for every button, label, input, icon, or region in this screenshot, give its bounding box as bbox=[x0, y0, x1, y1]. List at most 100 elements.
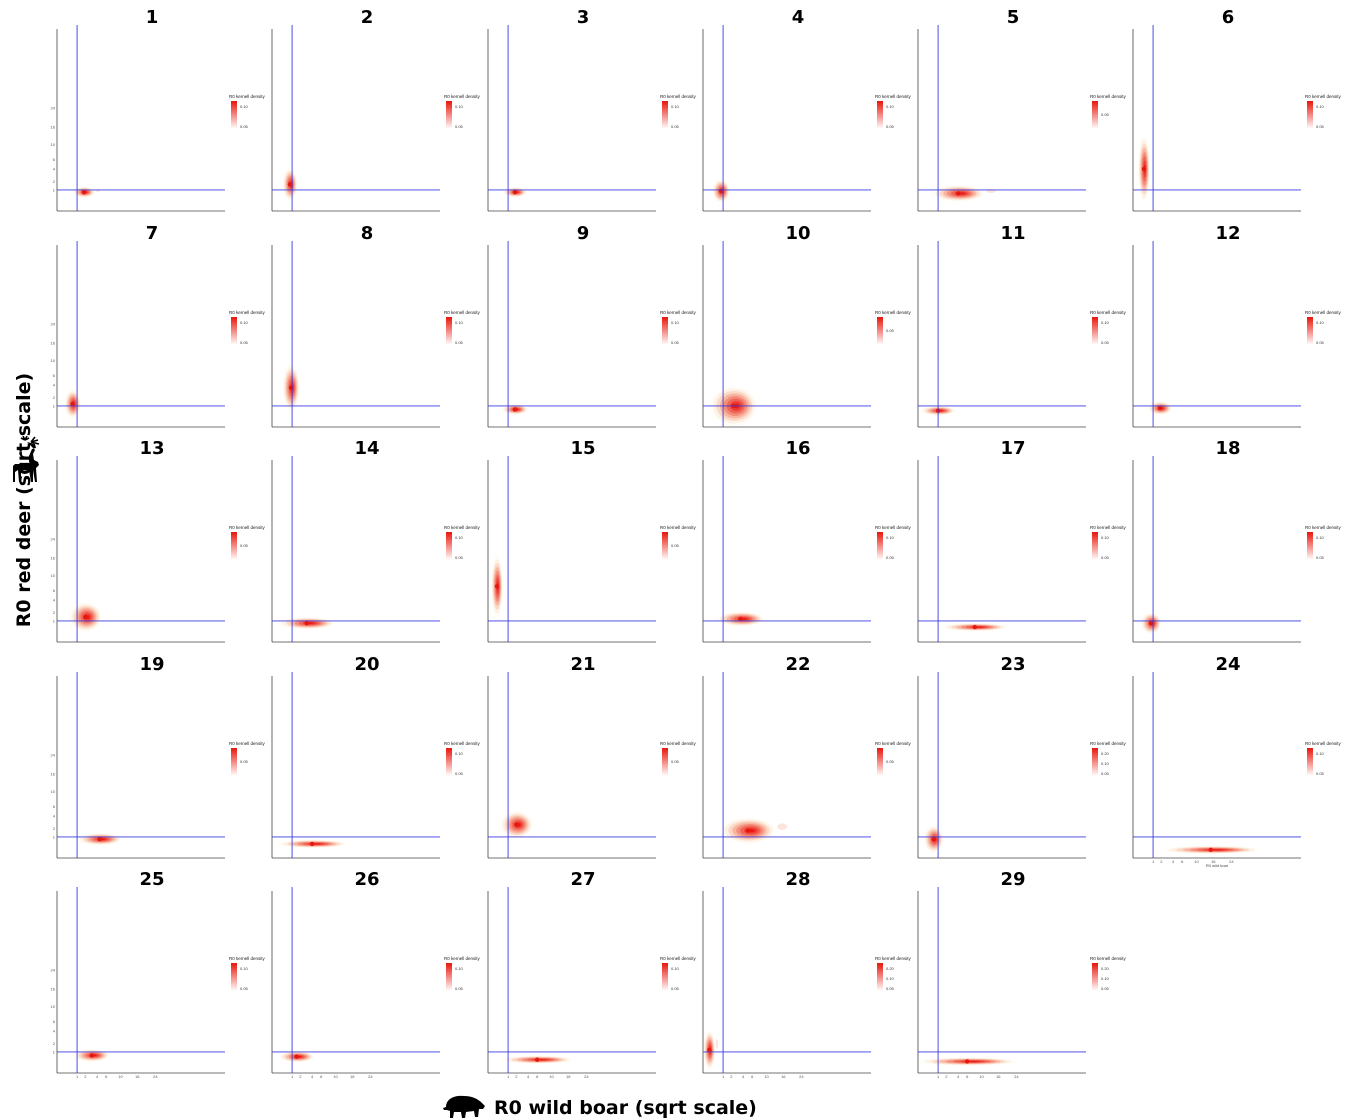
x-tick-label: 4 bbox=[742, 1074, 745, 1079]
panel-25: 25 1 2 4 6 10 16 24 1 2 4 6 10 16 24 R0 kernell density… bbox=[51, 869, 272, 1082]
legend-tick-label: 0.05 bbox=[1101, 555, 1109, 560]
legend-tick-label: 0.05 bbox=[455, 124, 463, 129]
x-tick-label: 2 bbox=[1160, 859, 1163, 864]
density-legend: R0 kernell density 0.05 bbox=[660, 525, 710, 560]
density-mode-point bbox=[955, 191, 961, 196]
density-legend: R0 kernell density 0.10 0.05 bbox=[1305, 741, 1352, 776]
density-contours bbox=[501, 403, 529, 415]
legend-title: R0 kernell density bbox=[1090, 741, 1126, 746]
legend-color-bar bbox=[446, 101, 452, 129]
y-tick-label: 6 bbox=[53, 1019, 56, 1024]
panel-number: 21 bbox=[570, 654, 596, 675]
density-contours bbox=[499, 810, 533, 839]
y-tick-label: 4 bbox=[53, 1028, 56, 1033]
legend-tick-label: 0.05 bbox=[240, 759, 248, 764]
legend-title: R0 kernell density bbox=[1090, 94, 1126, 99]
density-contours bbox=[277, 839, 348, 848]
density-plot bbox=[1132, 25, 1301, 212]
legend-tick-label: 0.10 bbox=[886, 535, 894, 540]
panel-number: 23 bbox=[1000, 654, 1026, 675]
x-tick-label: 1 bbox=[722, 1074, 725, 1079]
y-tick-label: 2 bbox=[53, 826, 56, 831]
density-mode-point bbox=[964, 1059, 970, 1064]
legend-tick-label: 0.10 bbox=[455, 104, 463, 109]
density-contours bbox=[64, 389, 81, 419]
y-tick-label: 1 bbox=[53, 187, 56, 192]
density-plot bbox=[271, 241, 440, 428]
density-legend: R0 kernell density 0.10 0.05 bbox=[444, 956, 494, 991]
density-contours bbox=[1161, 845, 1260, 854]
x-tick-label: 6 bbox=[320, 1074, 323, 1079]
panel-number: 2 bbox=[360, 7, 374, 28]
panel-number: 10 bbox=[785, 223, 811, 244]
y-tick-label: 6 bbox=[53, 588, 56, 593]
legend-color-bar bbox=[662, 963, 668, 991]
legend-tick-label: 0.05 bbox=[671, 124, 679, 129]
density-mode-point bbox=[309, 841, 315, 847]
density-contours bbox=[1137, 135, 1150, 203]
legend-tick-label: 0.05 bbox=[240, 340, 248, 345]
density-mode-point bbox=[1208, 847, 1213, 853]
density-plot bbox=[702, 25, 871, 212]
legend-tick-label: 0.05 bbox=[1101, 340, 1109, 345]
legend-title: R0 kernell density bbox=[875, 94, 911, 99]
density-legend: R0 kernell density 0.10 0.05 bbox=[444, 741, 494, 776]
density-tail bbox=[95, 189, 100, 192]
panel-19: 19 1 2 4 6 10 16 24 R0 kernell density 0.05 bbox=[51, 654, 272, 867]
legend-tick-label: 0.10 bbox=[1316, 751, 1324, 756]
legend-title: R0 kernell density bbox=[1305, 310, 1341, 315]
legend-tick-label: 0.05 bbox=[1101, 112, 1109, 117]
density-legend: R0 kernell density 0.10 0.05 bbox=[444, 525, 494, 560]
panel-number: 4 bbox=[791, 7, 805, 28]
density-legend: R0 kernell density 0.10 0.05 bbox=[1090, 525, 1140, 560]
panel-number: 1 bbox=[145, 7, 159, 28]
density-legend: R0 kernell density 0.05 bbox=[1090, 94, 1140, 129]
legend-tick-label: 0.10 bbox=[1316, 535, 1324, 540]
density-contours bbox=[282, 167, 298, 201]
density-contours bbox=[278, 617, 336, 630]
legend-title: R0 kernell density bbox=[875, 741, 911, 746]
y-tick-label: 1 bbox=[53, 834, 56, 839]
x-tick-label: 1 bbox=[937, 1074, 940, 1079]
density-legend: R0 kernell density 0.05 bbox=[229, 525, 279, 560]
density-contours bbox=[282, 363, 300, 412]
density-contours bbox=[1147, 401, 1173, 416]
legend-tick-label: 0.05 bbox=[240, 543, 248, 548]
legend-color-bar bbox=[231, 748, 237, 776]
legend-color-bar bbox=[231, 963, 237, 991]
legend-tick-label: 0.10 bbox=[886, 976, 894, 981]
y-tick-label: 24 bbox=[51, 967, 56, 972]
panel-27: 27 1 2 4 6 10 16 24 R0 kernell density 0.10 0.05 bbox=[487, 869, 703, 1082]
y-tick-label: 6 bbox=[53, 157, 56, 162]
density-plot bbox=[917, 25, 1086, 212]
legend-tick-label: 0.10 bbox=[1101, 535, 1109, 540]
legend-color-bar bbox=[1092, 317, 1098, 345]
y-tick-label: 4 bbox=[53, 382, 56, 387]
density-contours bbox=[502, 187, 528, 198]
y-tick-label: 2 bbox=[53, 179, 56, 184]
density-legend: R0 kernell density 0.10 0.05 bbox=[444, 94, 494, 129]
density-contours bbox=[703, 1029, 718, 1071]
legend-tick-label: 0.10 bbox=[671, 966, 679, 971]
panel-number: 28 bbox=[785, 869, 811, 890]
wild-boar-icon bbox=[443, 1095, 485, 1118]
legend-color-bar bbox=[231, 532, 237, 560]
legend-title: R0 kernell density bbox=[229, 741, 265, 746]
legend-tick-label: 0.10 bbox=[455, 966, 463, 971]
x-tick-label: 1 bbox=[76, 1074, 79, 1079]
x-tick-label: 10 bbox=[549, 1074, 554, 1079]
legend-tick-label: 0.05 bbox=[886, 986, 894, 991]
density-mode-point bbox=[512, 189, 518, 195]
legend-tick-label: 0.05 bbox=[886, 555, 894, 560]
panel-number: 15 bbox=[570, 438, 596, 459]
panel-number: 14 bbox=[354, 438, 380, 459]
panel-22: 22 R0 kernell density 0.05 bbox=[702, 654, 918, 867]
x-tick-label: 24 bbox=[799, 1074, 804, 1079]
density-legend: R0 kernell density 0.10 0.05 bbox=[875, 525, 925, 560]
panel-4: 4 R0 kernell density 0.10 0.05 bbox=[702, 7, 918, 220]
legend-tick-label: 0.05 bbox=[886, 124, 894, 129]
panel-1: 1 1 2 4 6 10 16 24 R0 kernell density 0.10 0.05 bbox=[51, 7, 272, 220]
density-mode-point bbox=[738, 616, 743, 622]
legend-tick-label: 0.05 bbox=[886, 328, 894, 333]
density-mode-point bbox=[70, 401, 75, 407]
